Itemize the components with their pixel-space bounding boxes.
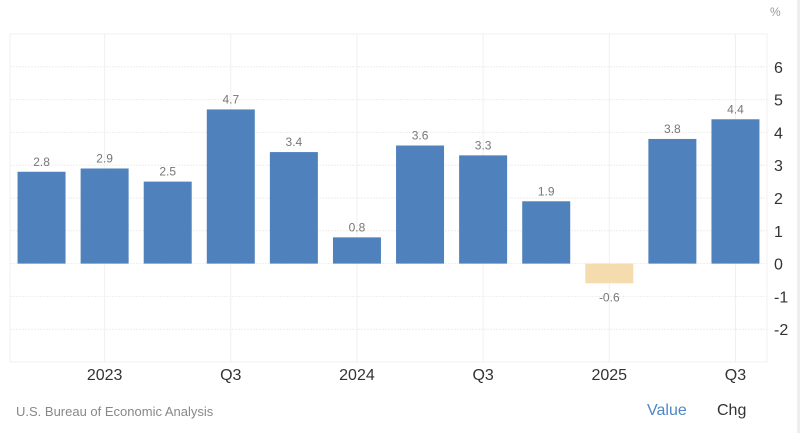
bar: [522, 201, 571, 264]
bar: [143, 181, 192, 264]
y-tick-label: 5: [774, 93, 783, 110]
data-label: 2.8: [33, 155, 50, 169]
data-label: 0.8: [349, 220, 366, 234]
bar: [80, 168, 129, 264]
data-label: 3.6: [412, 129, 429, 143]
y-tick-label: -1: [774, 289, 788, 306]
y-tick-label: 4: [774, 125, 783, 142]
y-unit-label: %: [770, 5, 781, 19]
y-tick-label: 1: [774, 224, 783, 241]
x-tick-label: Q3: [472, 367, 493, 384]
data-label: 3.4: [286, 135, 303, 149]
y-tick-label: 0: [774, 257, 783, 274]
bar: [396, 145, 445, 264]
y-tick-label: 3: [774, 158, 783, 175]
y-tick-label: 6: [774, 60, 783, 77]
bar: [206, 109, 255, 264]
bar: [648, 138, 697, 264]
data-label: 4.4: [727, 102, 744, 116]
bar: [17, 171, 66, 264]
bar: [459, 155, 508, 264]
y-tick-label: 2: [774, 191, 783, 208]
data-label: 3.8: [664, 122, 681, 136]
data-label: 2.5: [159, 165, 176, 179]
value-button[interactable]: Value: [647, 402, 687, 419]
x-tick-label: 2025: [591, 367, 627, 384]
x-tick-label: Q3: [725, 367, 746, 384]
chg-button[interactable]: Chg: [717, 402, 747, 419]
source-label: U.S. Bureau of Economic Analysis: [16, 404, 214, 419]
x-tick-label: 2023: [87, 367, 123, 384]
data-label: -0.6: [599, 290, 620, 304]
scrollbar-edge: [797, 0, 800, 433]
bar: [585, 263, 634, 284]
data-label: 4.7: [222, 92, 239, 106]
data-label: 1.9: [538, 184, 555, 198]
x-tick-label: Q3: [220, 367, 241, 384]
bar: [711, 119, 760, 264]
bar: [332, 237, 381, 264]
bar: [269, 152, 318, 264]
x-tick-label: 2024: [339, 367, 375, 384]
y-tick-label: -2: [774, 322, 788, 339]
data-label: 3.3: [475, 138, 492, 152]
data-label: 2.9: [96, 151, 113, 165]
